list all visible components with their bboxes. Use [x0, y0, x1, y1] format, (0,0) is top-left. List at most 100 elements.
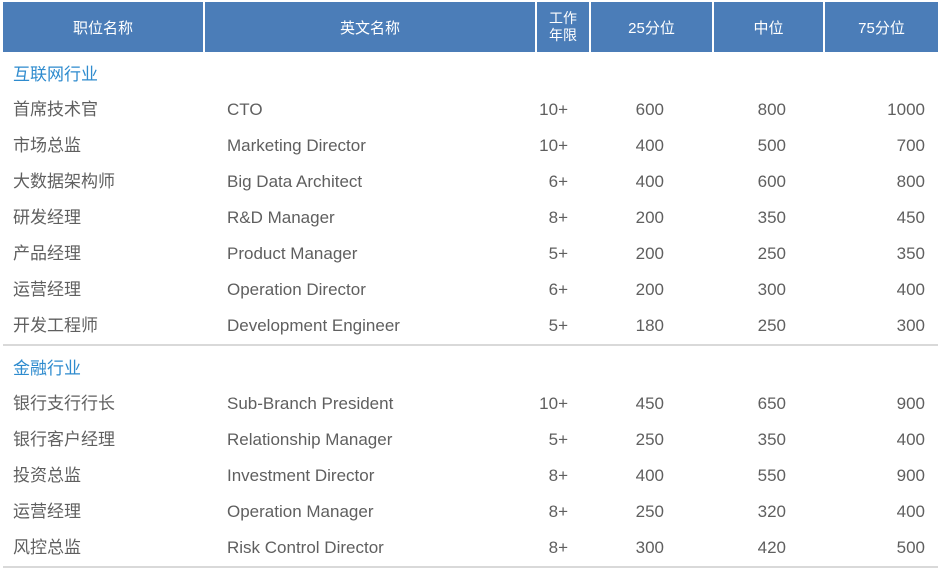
cell-p75: 350	[896, 244, 925, 263]
col-header-english-name-label: 英文名称	[339, 19, 400, 37]
cell-median: 600	[757, 172, 786, 191]
table-row: 开发工程师 Development Engineer 5+ 180 250 300	[3, 308, 938, 344]
cell-p25: 400	[635, 466, 664, 485]
cell-english-name: R&D Manager	[227, 208, 335, 227]
table-row: 首席技术官 CTO 10+ 600 800 1000	[3, 92, 938, 128]
cell-position-name: 产品经理	[13, 244, 81, 263]
table-row: 银行客户经理 Relationship Manager 5+ 250 350 400	[3, 422, 938, 458]
cell-median: 650	[757, 394, 786, 413]
cell-median: 350	[757, 430, 786, 449]
cell-median: 350	[757, 208, 786, 227]
table-row: 产品经理 Product Manager 5+ 200 250 350	[3, 236, 938, 272]
cell-work-years: 6+	[548, 280, 568, 299]
col-header-work-years: 工作年限	[535, 2, 589, 52]
col-header-median-label: 中位	[753, 19, 784, 37]
cell-position-name: 大数据架构师	[13, 172, 115, 191]
cell-p25: 600	[635, 100, 664, 119]
cell-median: 300	[757, 280, 786, 299]
cell-median: 500	[757, 136, 786, 155]
cell-p25: 400	[635, 172, 664, 191]
cell-median: 420	[757, 538, 786, 557]
cell-p25: 200	[635, 280, 664, 299]
table-row: 研发经理 R&D Manager 8+ 200 350 450	[3, 200, 938, 236]
cell-english-name: Operation Director	[227, 280, 366, 299]
cell-p75: 450	[896, 208, 925, 227]
col-header-position-name-label: 职位名称	[72, 19, 133, 37]
table-row: 大数据架构师 Big Data Architect 6+ 400 600 800	[3, 164, 938, 200]
cell-position-name: 研发经理	[13, 208, 81, 227]
cell-english-name: Big Data Architect	[227, 172, 363, 191]
cell-median: 250	[757, 244, 786, 263]
cell-median: 800	[757, 100, 786, 119]
cell-work-years: 5+	[548, 430, 568, 449]
col-header-p25-label: 25分位	[628, 19, 675, 37]
table-body: 互联网行业首席技术官 CTO 10+ 600 800 1000 市场总监 Marketing …	[3, 52, 938, 568]
cell-work-years: 8+	[548, 502, 568, 521]
col-header-english-name: 英文名称	[203, 2, 535, 52]
cell-p75: 700	[896, 136, 925, 155]
cell-p75: 400	[896, 430, 925, 449]
cell-work-years: 6+	[548, 172, 568, 191]
cell-p75: 800	[896, 172, 925, 191]
cell-work-years: 10+	[539, 394, 568, 413]
cell-english-name: Operation Manager	[227, 502, 374, 521]
cell-p25: 200	[635, 244, 664, 263]
col-header-p75-label: 75分位	[858, 19, 905, 37]
cell-work-years: 8+	[548, 466, 568, 485]
table-row: 市场总监 Marketing Director 10+ 400 500 700	[3, 128, 938, 164]
cell-p25: 200	[635, 208, 664, 227]
cell-position-name: 风控总监	[13, 538, 81, 557]
cell-position-name: 运营经理	[13, 280, 81, 299]
cell-english-name: Product Manager	[227, 244, 358, 263]
cell-work-years: 5+	[548, 244, 568, 263]
section-divider	[3, 566, 938, 568]
col-header-p25: 25分位	[589, 2, 712, 52]
section-title: 金融行业	[13, 358, 81, 378]
cell-english-name: Development Engineer	[227, 316, 400, 335]
table-row: 运营经理 Operation Manager 8+ 250 320 400	[3, 494, 938, 530]
cell-position-name: 开发工程师	[13, 316, 98, 335]
section-divider	[3, 344, 938, 346]
col-header-position-name: 职位名称	[3, 2, 203, 52]
cell-p25: 180	[635, 316, 664, 335]
cell-position-name: 银行支行行长	[13, 394, 115, 413]
cell-work-years: 8+	[548, 538, 568, 557]
cell-median: 250	[757, 316, 786, 335]
col-header-p75: 75分位	[823, 2, 938, 52]
cell-p25: 400	[635, 136, 664, 155]
cell-english-name: Relationship Manager	[227, 430, 393, 449]
cell-position-name: 首席技术官	[13, 100, 98, 119]
cell-work-years: 5+	[548, 316, 568, 335]
cell-p75: 300	[896, 316, 925, 335]
cell-work-years: 10+	[539, 100, 568, 119]
cell-median: 550	[757, 466, 786, 485]
cell-p25: 250	[635, 502, 664, 521]
cell-p25: 300	[635, 538, 664, 557]
cell-position-name: 投资总监	[13, 466, 81, 485]
cell-p75: 400	[896, 502, 925, 521]
table-row: 运营经理 Operation Director 6+ 200 300 400	[3, 272, 938, 308]
cell-english-name: Sub-Branch President	[227, 394, 394, 413]
cell-median: 320	[757, 502, 786, 521]
table-header-row: 职位名称 英文名称 工作年限 25分位 中位 75分位	[3, 2, 938, 52]
cell-position-name: 银行客户经理	[13, 430, 115, 449]
cell-p75: 900	[896, 466, 925, 485]
cell-english-name: Investment Director	[227, 466, 375, 485]
cell-work-years: 8+	[548, 208, 568, 227]
table-row: 投资总监 Investment Director 8+ 400 550 900	[3, 458, 938, 494]
cell-position-name: 市场总监	[13, 136, 81, 155]
cell-english-name: Marketing Director	[227, 136, 366, 155]
cell-p75: 900	[896, 394, 925, 413]
cell-work-years: 10+	[539, 136, 568, 155]
cell-p25: 250	[635, 430, 664, 449]
cell-p75: 500	[896, 538, 925, 557]
salary-table: 职位名称 英文名称 工作年限 25分位 中位 75分位 互联网行业首席技术官 CT…	[3, 2, 938, 568]
cell-p75: 1000	[887, 100, 925, 119]
section-title: 互联网行业	[13, 64, 98, 84]
table-row: 银行支行行长 Sub-Branch President 10+ 450 650 900	[3, 386, 938, 422]
cell-p75: 400	[896, 280, 925, 299]
cell-english-name: Risk Control Director	[227, 538, 384, 557]
cell-english-name: CTO	[227, 100, 263, 119]
col-header-median: 中位	[712, 2, 823, 52]
